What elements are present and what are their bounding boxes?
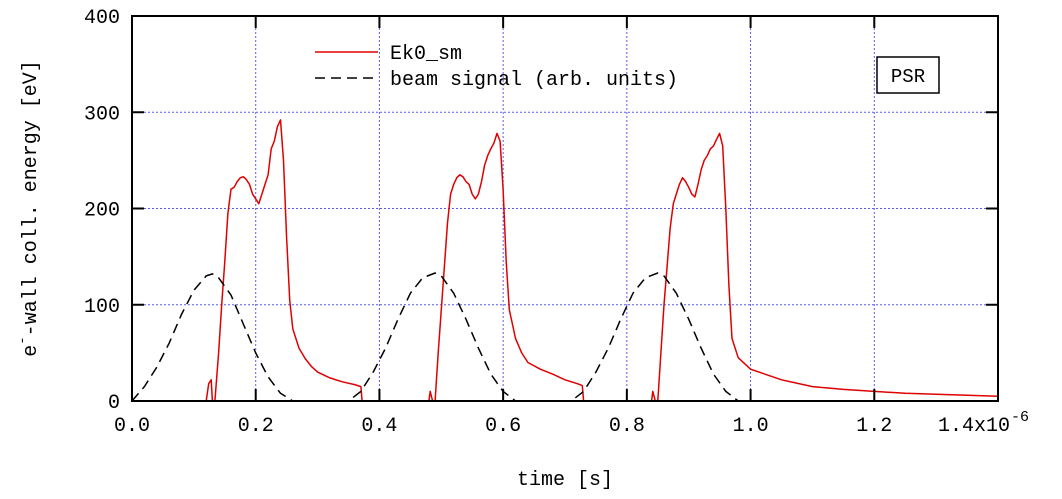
x-tick-labels: 0.0 0.2 0.4 0.6 0.8 1.0 1.2 1.4x10 xyxy=(114,415,1010,438)
x-tick-label: 0.4 xyxy=(361,415,397,438)
y-axis-label-post: -wall coll. energy [eV] xyxy=(20,60,43,336)
x-exponent: -6 xyxy=(1011,409,1029,426)
x-tick-label: 0.0 xyxy=(114,415,150,438)
grid xyxy=(132,16,998,401)
x-tick-label: 0.6 xyxy=(485,415,521,438)
y-tick-label: 400 xyxy=(84,7,120,30)
x-tick-label: 0.8 xyxy=(609,415,645,438)
ticks xyxy=(131,15,999,402)
y-tick-label: 0 xyxy=(108,392,120,415)
y-axis-label-pre: e xyxy=(20,345,43,357)
y-axis-label: e--wall coll. energy [eV] xyxy=(15,60,43,356)
x-tick-label: 1.2 xyxy=(856,415,892,438)
x-tick-label: 1.4x10 xyxy=(938,415,1010,438)
series-group xyxy=(131,119,999,402)
legend: Ek0_sm beam signal (arb. units) xyxy=(315,43,678,92)
annotation-psr: PSR xyxy=(876,56,940,94)
y-tick-labels: 0 100 200 300 400 xyxy=(84,7,120,415)
y-tick-label: 100 xyxy=(84,296,120,319)
x-tick-label: 1.0 xyxy=(733,415,769,438)
y-tick-label: 200 xyxy=(84,200,120,223)
legend-label-beam: beam signal (arb. units) xyxy=(390,69,678,92)
annotation-text: PSR xyxy=(891,66,925,88)
series-line-ek0 xyxy=(132,119,999,402)
y-tick-label: 300 xyxy=(84,103,120,126)
x-axis-label: time [s] xyxy=(517,469,613,492)
annotation-box xyxy=(876,56,940,94)
legend-label-ek0: Ek0_sm xyxy=(390,43,462,66)
y-axis-label-sup: - xyxy=(15,336,31,344)
x-tick-label: 0.2 xyxy=(238,415,274,438)
